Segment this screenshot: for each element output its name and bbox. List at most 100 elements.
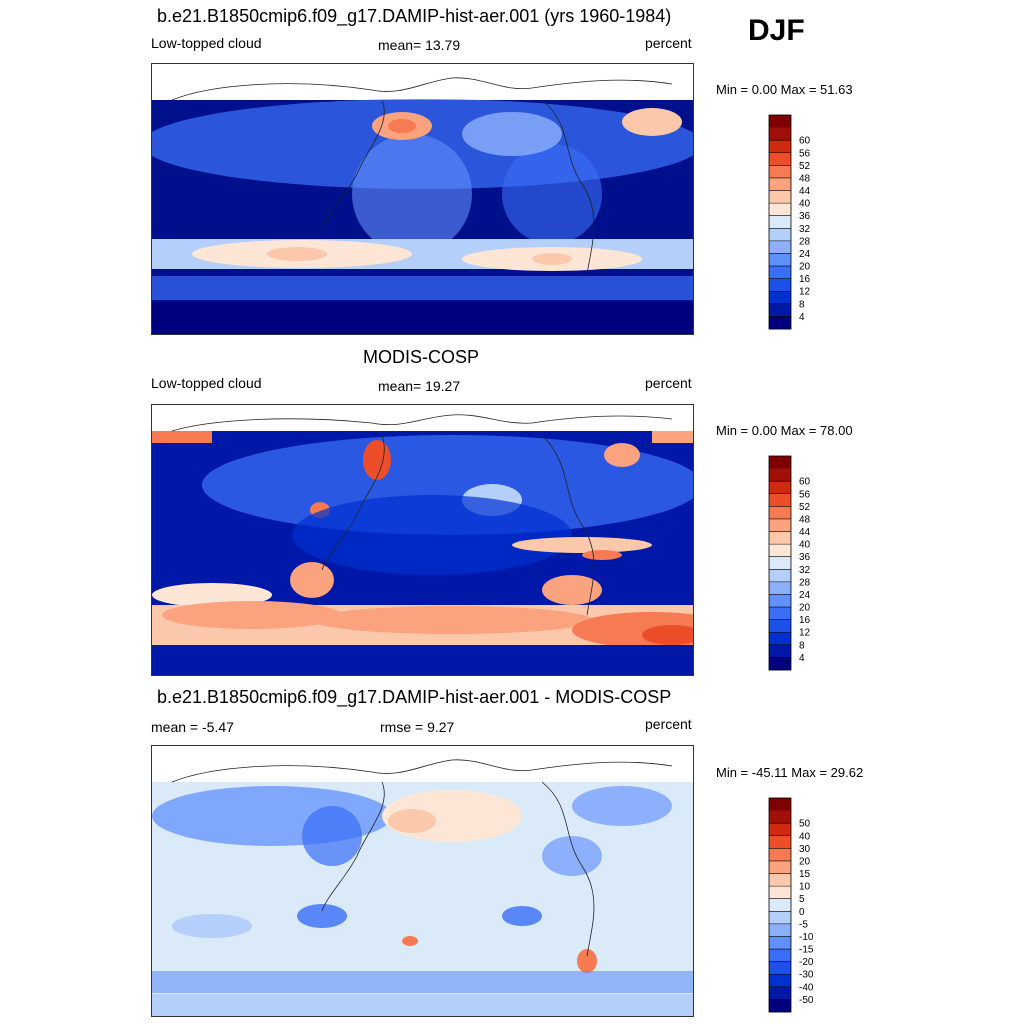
- colorbar-box: [769, 468, 791, 482]
- colorbar-tick-label: -50: [799, 995, 814, 1006]
- colorbar-box: [769, 456, 791, 469]
- colorbar-box: [769, 506, 791, 520]
- colorbar-tick-label: 4: [799, 653, 805, 664]
- colorbar-tick-label: 20: [799, 603, 811, 614]
- panel1-colorbar: 4 8 12 16 20 24 28 32 36 40 44 48 52 56 60: [768, 114, 811, 330]
- colorbar-box: [769, 898, 791, 912]
- colorbar-tick-label: 30: [799, 844, 811, 855]
- colorbar-tick-label: 24: [799, 590, 811, 601]
- colorbar-box: [769, 569, 791, 583]
- colorbar-box: [769, 999, 791, 1013]
- panel2-units-label: percent: [645, 375, 692, 391]
- colorbar-tick-label: -15: [799, 945, 814, 956]
- colorbar-box: [769, 835, 791, 849]
- colorbar-tick-label: 8: [799, 299, 805, 310]
- colorbar-tick-label: 16: [799, 274, 811, 285]
- colorbar-box: [769, 253, 791, 267]
- colorbar-box: [769, 228, 791, 242]
- colorbar-box: [769, 481, 791, 495]
- colorbar-tick-label: 32: [799, 565, 811, 576]
- colorbar-box: [769, 911, 791, 925]
- colorbar-tick-label: 40: [799, 540, 811, 551]
- colorbar-tick-label: 36: [799, 552, 811, 563]
- colorbar-tick-label: 32: [799, 224, 811, 235]
- colorbar-border: [768, 114, 792, 330]
- colorbar-box: [769, 278, 791, 292]
- panel3-map-svg: [152, 746, 693, 1016]
- colorbar-tick-label: 40: [799, 199, 811, 210]
- panel1-minmax-label: Min = 0.00 Max = 51.63: [716, 82, 853, 97]
- panel3-title: b.e21.B1850cmip6.f09_g17.DAMIP-hist-aer.…: [157, 687, 672, 707]
- colorbar-tick-label: 12: [799, 628, 811, 639]
- colorbar-box: [769, 974, 791, 988]
- colorbar-box: [769, 316, 791, 330]
- colorbar-tick-label: 60: [799, 477, 811, 488]
- panel3-minmax-label: Min = -45.11 Max = 29.62: [716, 765, 864, 780]
- colorbar-box: [769, 190, 791, 204]
- colorbar-tick-label: -20: [799, 957, 814, 968]
- colorbar-tick-label: 28: [799, 577, 811, 588]
- colorbar-box: [769, 240, 791, 254]
- colorbar-box: [769, 848, 791, 862]
- colorbar-tick-label: 56: [799, 148, 811, 159]
- colorbar-tick-label: 20: [799, 856, 811, 867]
- colorbar-box: [769, 607, 791, 620]
- panel2-map: [151, 404, 694, 676]
- colorbar-box: [769, 291, 791, 305]
- colorbar-box: [769, 936, 791, 950]
- colorbar-box: [769, 544, 791, 558]
- colorbar-box: [769, 619, 791, 633]
- colorbar-box: [769, 203, 791, 217]
- panel1-title: b.e21.B1850cmip6.f09_g17.DAMIP-hist-aer.…: [157, 6, 672, 26]
- colorbar-box: [769, 632, 791, 646]
- colorbar-tick-label: 16: [799, 615, 811, 626]
- colorbar-tick-label: 10: [799, 882, 811, 893]
- colorbar-tick-label: 4: [799, 312, 805, 323]
- colorbar-tick-label: -5: [799, 919, 808, 930]
- panel3-rmse-label: rmse = 9.27: [380, 719, 455, 735]
- panel1-mean-label: mean= 13.79: [378, 37, 461, 53]
- colorbar-box: [769, 581, 791, 595]
- colorbar-tick-label: -40: [799, 982, 814, 993]
- colorbar-border: [768, 797, 792, 1013]
- colorbar-box: [769, 303, 791, 317]
- colorbar-tick-label: 44: [799, 186, 811, 197]
- colorbar-tick-label: 56: [799, 489, 811, 500]
- panel2-title: MODIS-COSP: [363, 347, 480, 367]
- colorbar-box: [769, 215, 791, 229]
- colorbar-box: [769, 644, 791, 658]
- colorbar-box: [769, 115, 791, 128]
- colorbar-tick-label: 40: [799, 831, 811, 842]
- colorbar-box: [769, 860, 791, 874]
- colorbar-box: [769, 823, 791, 837]
- colorbar-box: [769, 177, 791, 191]
- colorbar-box: [769, 594, 791, 608]
- colorbar-box: [769, 531, 791, 545]
- colorbar-box: [769, 657, 791, 671]
- colorbar-tick-label: 48: [799, 514, 811, 525]
- colorbar-box: [769, 986, 791, 1000]
- colorbar-tick-label: 52: [799, 502, 811, 513]
- colorbar-tick-label: 44: [799, 527, 811, 538]
- colorbar-box: [769, 165, 791, 179]
- colorbar-tick-label: 50: [799, 819, 811, 830]
- panel2-variable-label: Low-topped cloud: [151, 375, 262, 391]
- panel1-units-label: percent: [645, 35, 692, 51]
- colorbar-box: [769, 886, 791, 900]
- colorbar-box: [769, 266, 791, 279]
- colorbar-tick-label: 15: [799, 869, 811, 880]
- colorbar-tick-label: 5: [799, 894, 805, 905]
- panel3-units-label: percent: [645, 716, 692, 732]
- colorbar-box: [769, 556, 791, 570]
- colorbar-tick-label: -10: [799, 932, 814, 943]
- panel1-map: [151, 63, 694, 335]
- colorbar-box: [769, 961, 791, 975]
- colorbar-box: [769, 798, 791, 811]
- panel2-mean-label: mean= 19.27: [378, 378, 461, 394]
- colorbar-tick-label: -30: [799, 970, 814, 981]
- colorbar-tick-label: 36: [799, 211, 811, 222]
- panel2-colorbar: 4 8 12 16 20 24 28 32 36 40 44 48 52 56 60: [768, 455, 811, 671]
